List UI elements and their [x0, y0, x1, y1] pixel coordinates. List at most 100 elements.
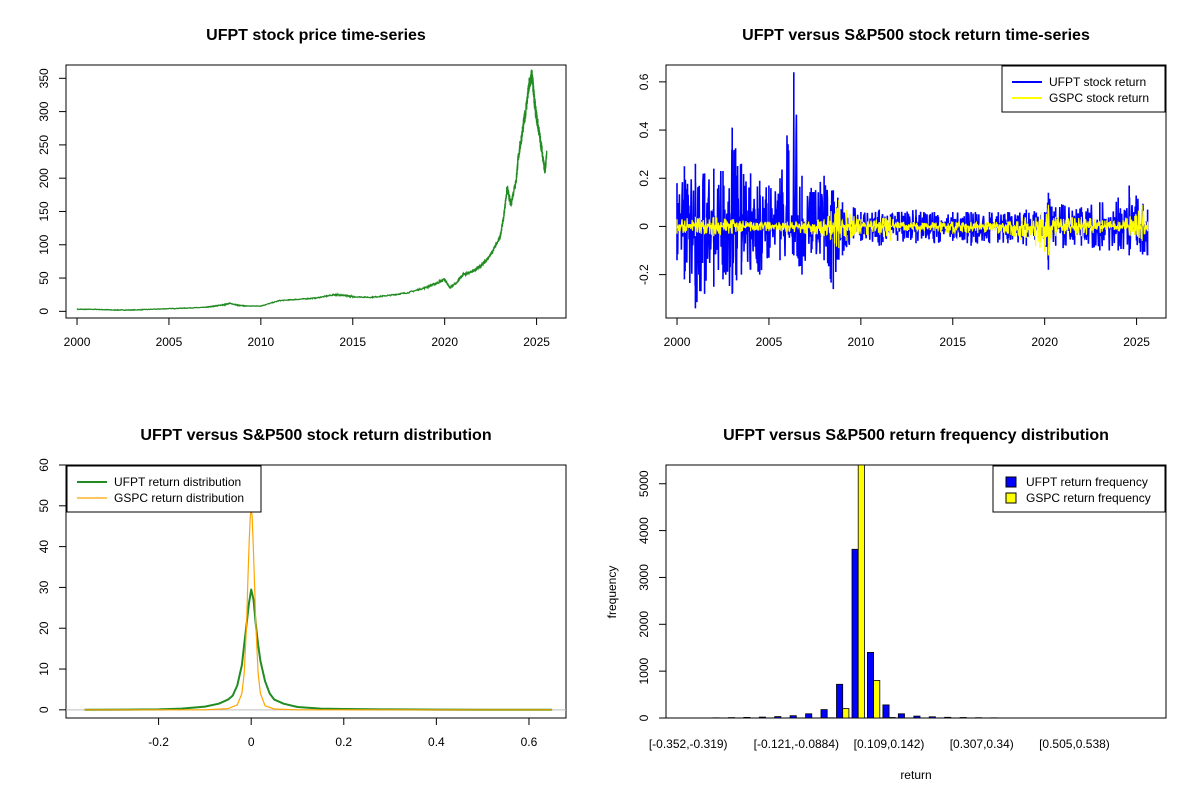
y-tick-label: -0.2: [637, 264, 651, 285]
gspc-bar: [826, 717, 834, 718]
plot-frame: [65, 464, 567, 719]
ufpt-bar: [1021, 717, 1029, 718]
y-tick-label: 60: [37, 458, 51, 472]
ufpt-bar: [758, 716, 766, 718]
y-tick-label: 50: [37, 499, 51, 513]
x-tick-label: 0: [248, 735, 255, 749]
y-tick-label: 0.2: [637, 170, 651, 187]
ufpt-bar: [867, 652, 875, 718]
gspc-bar: [873, 680, 881, 718]
ufpt-bar: [820, 709, 828, 718]
chart-title: UFPT versus S&P500 stock return time-ser…: [742, 27, 1090, 44]
y-tick-label: 5000: [637, 470, 651, 497]
legend-box: [1001, 65, 1166, 113]
x-tick-label: 2010: [248, 335, 275, 349]
y-tick-label: 3000: [637, 564, 651, 591]
y-tick-label: 0: [637, 714, 651, 721]
ufpt-bar: [1006, 717, 1014, 718]
ufpt-bar: [897, 713, 905, 718]
ufpt-bar: [1036, 717, 1044, 718]
gspc-bar: [888, 717, 896, 718]
legend-box: [66, 465, 262, 513]
y-tick-label: 0: [37, 308, 51, 315]
chart-title: UFPT versus S&P500 return frequency dist…: [723, 427, 1109, 444]
ufpt-bar: [836, 683, 844, 718]
x-tick-label: 0.4: [428, 735, 445, 749]
legend-swatch: [1005, 492, 1017, 504]
legend-box: [992, 465, 1166, 513]
y-tick-label: 2000: [637, 611, 651, 638]
ufpt-bar: [913, 715, 921, 718]
x-tick-label: 0.2: [335, 735, 352, 749]
bars: [681, 465, 1159, 718]
x-tick-label: [0.307,0.34): [950, 737, 1014, 751]
gspc-bar: [842, 708, 850, 718]
ufpt-bar: [975, 717, 983, 718]
legend-label: UFPT return frequency: [1026, 475, 1148, 489]
price-series-line: [76, 69, 548, 312]
chart-title: UFPT stock price time-series: [206, 27, 426, 44]
x-tick-label: 2000: [664, 335, 691, 349]
x-tick-label: [0.109,0.142): [854, 737, 925, 751]
y-tick-label: 300: [37, 101, 51, 121]
ufpt-bar: [990, 717, 998, 718]
x-tick-label: 2000: [64, 335, 91, 349]
chart-title: UFPT versus S&P500 stock return distribu…: [140, 427, 491, 444]
legend-label: GSPC return distribution: [114, 491, 244, 505]
legend-label: GSPC return frequency: [1026, 491, 1151, 505]
y-tick-label: 30: [37, 580, 51, 594]
plot-frame: [665, 64, 1167, 319]
y-tick-label: 4000: [637, 517, 651, 544]
ufpt-bar: [805, 713, 813, 718]
x-tick-label: 2015: [939, 335, 966, 349]
legend-label: UFPT return distribution: [114, 475, 241, 489]
y-tick-label: 10: [37, 662, 51, 676]
y-axis-label: frequency: [605, 566, 619, 619]
panel-3: UFPT versus S&P500 stock return distribu…: [37, 427, 567, 749]
ufpt-bar: [697, 717, 705, 718]
x-tick-label: [-0.352,-0.319): [649, 737, 728, 751]
y-tick-label: 20: [37, 621, 51, 635]
y-tick-label: 40: [37, 540, 51, 554]
gspc-return-series: [676, 199, 1149, 256]
legend-label: UFPT stock return: [1049, 75, 1146, 89]
ufpt-bar: [712, 717, 720, 718]
x-tick-label: -0.2: [148, 735, 169, 749]
y-tick-label: 150: [37, 201, 51, 221]
y-tick-label: 0: [37, 706, 51, 713]
x-tick-label: 2010: [848, 335, 875, 349]
y-tick-label: 250: [37, 135, 51, 155]
gspc-bar: [857, 465, 865, 718]
x-tick-label: [-0.121,-0.0884): [754, 737, 839, 751]
legend: UFPT return distribution GSPC return dist…: [66, 465, 262, 513]
x-tick-label: 2025: [523, 335, 550, 349]
x-tick-label: 2005: [756, 335, 783, 349]
ufpt-bar: [882, 704, 890, 718]
x-tick-label: 2020: [1031, 335, 1058, 349]
plot-frame: [65, 64, 567, 319]
y-tick-label: 0: [637, 223, 651, 230]
x-tick-label: 2005: [156, 335, 183, 349]
y-tick-label: 0.4: [637, 121, 651, 138]
y-tick-label: 350: [37, 68, 51, 88]
legend: UFPT return frequency GSPC return frequen…: [992, 465, 1166, 513]
panel-4: UFPT versus S&P500 return frequency dist…: [605, 427, 1167, 782]
x-tick-label: [0.505,0.538): [1039, 737, 1110, 751]
y-tick-label: 200: [37, 168, 51, 188]
ufpt-bar: [681, 717, 689, 718]
legend-swatch: [1005, 476, 1017, 488]
x-tick-label: 0.6: [521, 735, 538, 749]
y-tick-label: 1000: [637, 657, 651, 684]
y-tick-label: 100: [37, 234, 51, 254]
x-tick-label: 2025: [1123, 335, 1150, 349]
ufpt-bar: [928, 716, 936, 718]
x-axis-label: return: [900, 768, 931, 782]
ufpt-density-line: [84, 588, 553, 711]
legend-label: GSPC stock return: [1049, 91, 1149, 105]
legend: UFPT stock return GSPC stock return: [1001, 65, 1166, 113]
x-tick-label: 2020: [431, 335, 458, 349]
ufpt-bar: [774, 716, 782, 718]
panel-2: UFPT versus S&P500 stock return time-ser…: [637, 27, 1167, 349]
